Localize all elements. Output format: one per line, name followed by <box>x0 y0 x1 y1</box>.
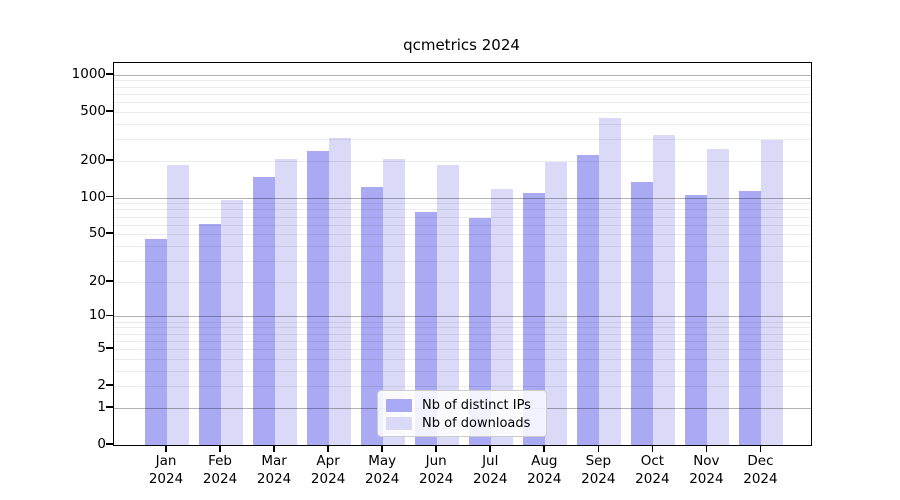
y-tick-label-200: 200 <box>80 151 106 168</box>
y-tick-label-2: 2 <box>97 377 106 394</box>
bar-oct-distinct-ips <box>631 181 654 445</box>
bar-sep-distinct-ips <box>577 154 600 445</box>
x-tick-mark-mar <box>273 445 275 452</box>
y-tick-mark-2 <box>106 384 113 386</box>
y-tick-mark-100 <box>106 195 113 198</box>
legend-item-distinct-ips: Nb of distinct IPs <box>386 397 546 414</box>
y-tick-label-10: 10 <box>88 307 106 324</box>
x-tick-mark-oct <box>651 445 654 452</box>
x-tick-mark-feb <box>219 445 221 452</box>
y-tick-label-500: 500 <box>80 102 106 119</box>
bar-aug-downloads <box>545 162 568 445</box>
x-tick-mark-apr <box>327 445 329 452</box>
x-tick-label-apr: Apr 2024 <box>310 453 346 487</box>
bar-apr-distinct-ips <box>307 151 330 445</box>
y-tick-label-5: 5 <box>97 339 106 356</box>
x-tick-label-nov: Nov 2024 <box>689 453 724 487</box>
legend-item-downloads: Nb of downloads <box>386 415 546 432</box>
legend: Nb of distinct IPs Nb of downloads <box>377 390 547 437</box>
y-tick-mark-200 <box>106 158 113 161</box>
legend-label-distinct-ips: Nb of distinct IPs <box>422 398 531 413</box>
x-tick-label-jul: Jul 2024 <box>473 453 508 487</box>
bar-oct-downloads <box>653 134 676 445</box>
y-tick-mark-5 <box>106 347 113 349</box>
x-tick-mark-nov <box>705 445 708 452</box>
x-tick-label-feb: Feb 2024 <box>202 453 238 487</box>
bar-aug-distinct-ips <box>523 192 546 445</box>
bar-nov-downloads <box>707 149 730 445</box>
downloads-swatch <box>386 417 412 430</box>
x-tick-label-jan: Jan 2024 <box>148 453 184 487</box>
x-tick-mark-jun <box>435 445 437 452</box>
bar-jun-distinct-ips <box>415 211 438 445</box>
x-tick-mark-sep <box>597 445 600 452</box>
bar-jul-distinct-ips <box>469 218 492 445</box>
bar-jul-downloads <box>491 188 514 445</box>
bars-layer <box>114 63 811 445</box>
legend-label-downloads: Nb of downloads <box>422 416 531 431</box>
y-tick-mark-0 <box>106 443 113 445</box>
bar-may-distinct-ips <box>361 187 384 445</box>
x-tick-label-may: May 2024 <box>364 453 400 487</box>
bar-jun-downloads <box>437 164 460 445</box>
y-tick-label-1: 1 <box>97 398 106 415</box>
bar-nov-distinct-ips <box>685 195 708 445</box>
bar-may-downloads <box>383 159 406 445</box>
bar-sep-downloads <box>599 118 622 445</box>
x-tick-mark-aug <box>543 445 546 452</box>
bar-mar-downloads <box>275 159 298 445</box>
x-tick-label-mar: Mar 2024 <box>256 453 292 487</box>
y-tick-label-1000: 1000 <box>71 65 106 82</box>
x-tick-mark-jan <box>165 445 167 452</box>
bar-mar-distinct-ips <box>253 176 276 445</box>
y-tick-mark-10 <box>106 314 113 317</box>
x-tick-label-jun: Jun 2024 <box>419 453 454 487</box>
x-tick-label-aug: Aug 2024 <box>527 453 562 487</box>
bar-feb-downloads <box>221 199 244 445</box>
chart-title: qcmetrics 2024 <box>403 36 520 54</box>
y-tick-label-0: 0 <box>97 436 106 452</box>
y-tick-label-100: 100 <box>80 188 106 205</box>
x-tick-mark-may <box>381 445 383 452</box>
x-tick-mark-jul <box>489 445 492 452</box>
bar-apr-downloads <box>329 138 352 445</box>
bar-dec-downloads <box>761 140 784 445</box>
y-tick-mark-1 <box>106 406 113 408</box>
y-tick-label-20: 20 <box>88 272 106 289</box>
bar-jan-distinct-ips <box>145 238 167 445</box>
x-tick-label-sep: Sep 2024 <box>581 453 616 487</box>
y-tick-label-50: 50 <box>88 225 106 242</box>
y-tick-mark-1000 <box>106 72 113 75</box>
bar-dec-distinct-ips <box>739 190 762 445</box>
x-tick-mark-dec <box>759 445 762 452</box>
y-tick-mark-50 <box>106 232 113 235</box>
bar-jan-downloads <box>167 164 189 445</box>
y-tick-mark-500 <box>106 110 113 112</box>
distinct-ips-swatch <box>386 399 412 412</box>
x-tick-label-oct: Oct 2024 <box>635 453 670 487</box>
bar-feb-distinct-ips <box>199 223 222 445</box>
plot-area <box>113 62 812 446</box>
x-tick-label-dec: Dec 2024 <box>743 453 778 487</box>
y-tick-mark-20 <box>106 280 113 282</box>
